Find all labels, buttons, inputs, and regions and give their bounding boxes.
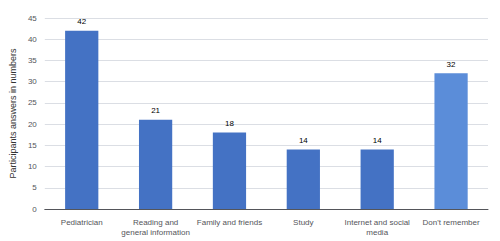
svg-text:general information: general information xyxy=(121,228,189,237)
svg-text:14: 14 xyxy=(299,136,308,145)
svg-text:media: media xyxy=(366,228,388,237)
svg-text:14: 14 xyxy=(373,136,382,145)
svg-text:45: 45 xyxy=(28,14,37,23)
svg-text:25: 25 xyxy=(28,98,37,107)
svg-text:40: 40 xyxy=(28,35,37,44)
svg-text:0: 0 xyxy=(32,205,37,214)
svg-text:15: 15 xyxy=(28,141,37,150)
svg-text:Family and friends: Family and friends xyxy=(197,218,262,227)
svg-text:21: 21 xyxy=(151,106,160,115)
svg-text:18: 18 xyxy=(225,119,234,128)
svg-text:Don't remember: Don't remember xyxy=(423,218,480,227)
svg-text:42: 42 xyxy=(77,17,86,26)
svg-text:5: 5 xyxy=(32,183,37,192)
svg-text:Pediatrician: Pediatrician xyxy=(61,218,103,227)
svg-text:Study: Study xyxy=(293,218,313,227)
svg-text:Reading and: Reading and xyxy=(133,218,178,227)
svg-text:32: 32 xyxy=(447,60,456,69)
svg-text:35: 35 xyxy=(28,56,37,65)
svg-text:Internet and social: Internet and social xyxy=(345,218,411,227)
svg-text:10: 10 xyxy=(28,162,37,171)
svg-text:30: 30 xyxy=(28,77,37,86)
svg-text:20: 20 xyxy=(28,120,37,129)
svg-text:Participants answers in number: Participants answers in numbers xyxy=(8,48,18,179)
